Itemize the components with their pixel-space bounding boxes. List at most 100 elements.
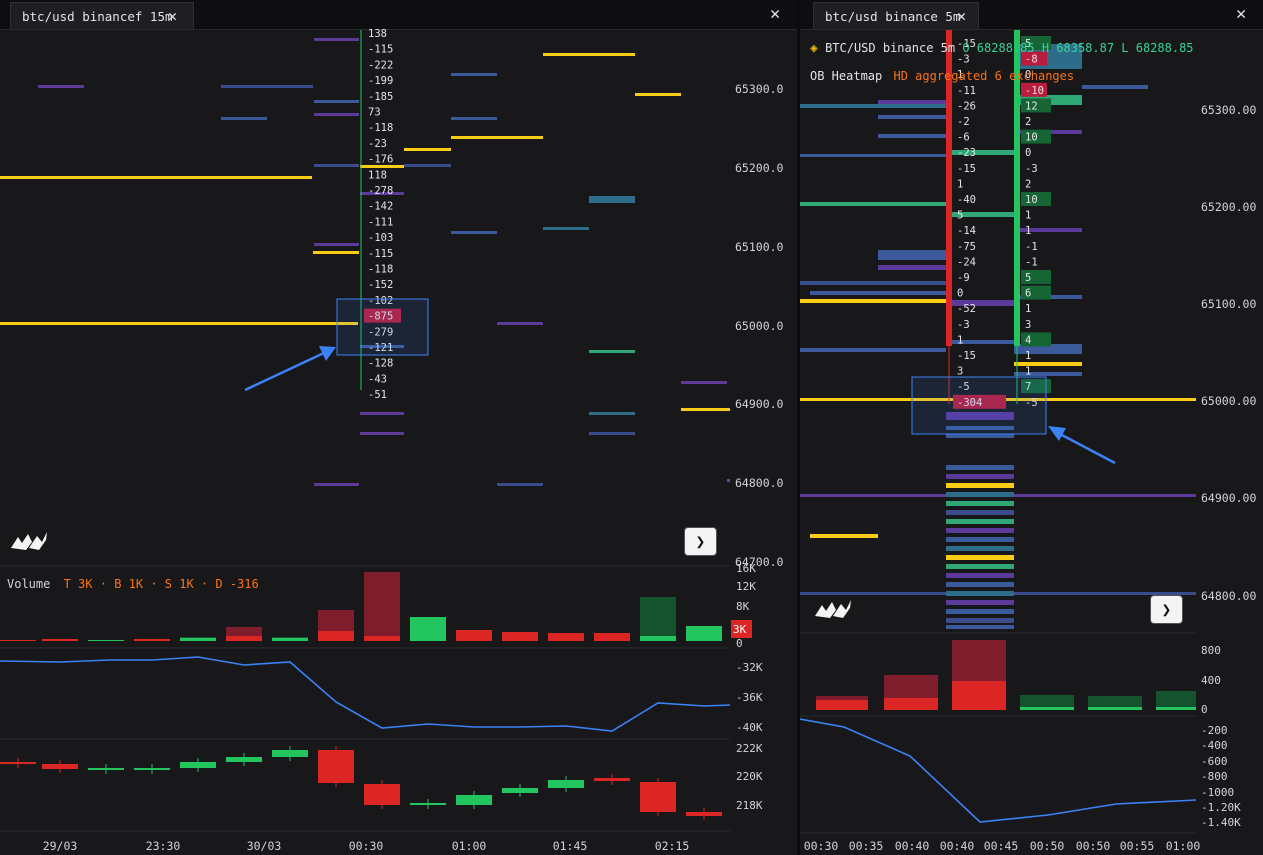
footprint-value: -15 [957,38,976,50]
heatmap-level [589,196,635,203]
cvd-candle [456,795,492,805]
heatmap-level [360,192,404,195]
footprint-value: -15 [957,163,976,175]
footprint-value: -121 [368,342,393,354]
tab-bar: btc/usd binancef 15m ✕ ✕ [0,0,797,30]
volume-bar [1020,695,1074,710]
chart-canvas-left[interactable]: 138 -115 -222 -199 -185 73 -118 -23 -176 118 -278 -… [0,0,797,855]
footprint-value: -8 [1025,54,1038,66]
heatmap-level [946,483,1014,488]
footprint-value: 118 [368,169,387,181]
volume-bar-fill [548,633,584,641]
volume-bar-fill [640,636,676,641]
heatmap-level [314,483,359,486]
cvd-candle [42,764,78,769]
footprint-highlight [1021,82,1047,97]
heatmap-level [314,113,359,116]
heatmap-description: HD aggregated 6 exchanges [893,69,1075,83]
heatmap-level [635,93,681,96]
delta-tick: -200 [1201,724,1228,737]
footprint-highlight [364,308,401,323]
price-tick: 64800.0 [735,476,784,490]
scroll-to-latest-button[interactable]: ❯ [684,527,717,556]
heatmap-level [946,591,1014,596]
close-tab-icon[interactable]: ✕ [957,7,967,25]
footprint-value: 1 [1025,210,1031,222]
delta-tick: -32K [736,661,763,674]
close-pane-icon[interactable]: ✕ [770,4,781,24]
heatmap-level [946,412,1014,420]
time-tick: 00:40 [940,839,975,853]
heatmap-level [1082,85,1148,89]
chart-tab[interactable]: btc/usd binancef 15m ✕ [10,2,194,29]
heatmap-level [360,432,404,435]
footprint-value: -111 [368,216,393,228]
volume-bar-fill [1020,707,1074,710]
time-tick: 29/03 [43,839,78,853]
heatmap-level [800,299,946,303]
close-pane-icon[interactable]: ✕ [1236,4,1247,24]
heatmap-level [1014,344,1082,354]
arrow-head-icon [319,346,336,361]
chart-tab[interactable]: btc/usd binance 5m ✕ [813,2,979,29]
close-tab-icon[interactable]: ✕ [168,7,178,25]
volume-tick: 8K [736,600,750,613]
heatmap-level [946,582,1014,587]
heatmap-level [878,115,946,119]
footprint-highlight [1021,129,1051,144]
heatmap-level [946,434,1014,438]
volume-bar-fill [456,630,492,641]
time-tick: 30/03 [247,839,282,853]
chart-legend: ◈ BTC/USD binance 5m O 68288.85 H 68358.… [810,41,1194,56]
heatmap-level [946,537,1014,542]
footprint-value: -51 [368,389,387,401]
footprint-value: -118 [368,122,393,134]
delta-tick: -600 [1201,755,1228,768]
volume-label: Volume [7,577,51,591]
cvd-candle [0,762,36,764]
chart-canvas-right[interactable]: -15-31-11-26-2-6-23-151-405-14-75-24-90-… [800,0,1263,855]
footprint-value: -3 [1025,163,1038,175]
price-tick: 65100.00 [1201,297,1256,311]
scroll-to-latest-button[interactable]: ❯ [1150,595,1183,624]
heatmap-level [404,148,451,151]
brand-logo-icon [11,532,47,550]
heatmap-level [497,322,543,325]
heatmap-level [451,231,497,234]
heatmap-level [800,281,946,285]
footprint-value: 1 [957,334,963,346]
price-tick: 65300.0 [735,82,784,96]
volume-bar-fill [0,640,36,641]
heatmap-level [946,212,1014,217]
footprint-value: -2 [957,116,970,128]
heatmap-level [451,117,497,120]
footprint-value: 5 [957,210,963,222]
footprint-value: -3 [957,54,970,66]
cvd-candle [640,782,676,812]
heatmap-level [810,291,946,295]
volume-tick: 800 [1201,644,1221,657]
volume-tick: 0 [736,637,743,650]
time-tick: 00:50 [1076,839,1111,853]
heatmap-level [681,408,730,411]
heatmap-level [946,555,1014,560]
cvd-candle [226,757,262,762]
footprint-value: 4 [1025,334,1031,346]
footprint-value: 0 [1025,147,1031,159]
heatmap-level [946,465,1014,470]
price-tick: 65100.0 [735,240,784,254]
pane-divider[interactable] [797,0,800,855]
delta-tick: -400 [1201,739,1228,752]
cvd-candle [686,812,722,816]
heatmap-level [451,73,497,76]
footprint-value: 1 [1025,350,1031,362]
footprint-value: -23 [368,138,387,150]
price-tick: 65000.0 [735,319,784,333]
heatmap-level [800,348,946,352]
delta-tick: -800 [1201,770,1228,783]
volume-bar-fill [594,633,630,641]
delta-line [800,718,1197,823]
footprint-value: -115 [368,44,393,56]
footprint-value: 1 [1025,225,1031,237]
chart-pane-right: btc/usd binance 5m ✕ ✕ -15 -3 1 -11 -26 -2 -6-… [800,0,1263,855]
